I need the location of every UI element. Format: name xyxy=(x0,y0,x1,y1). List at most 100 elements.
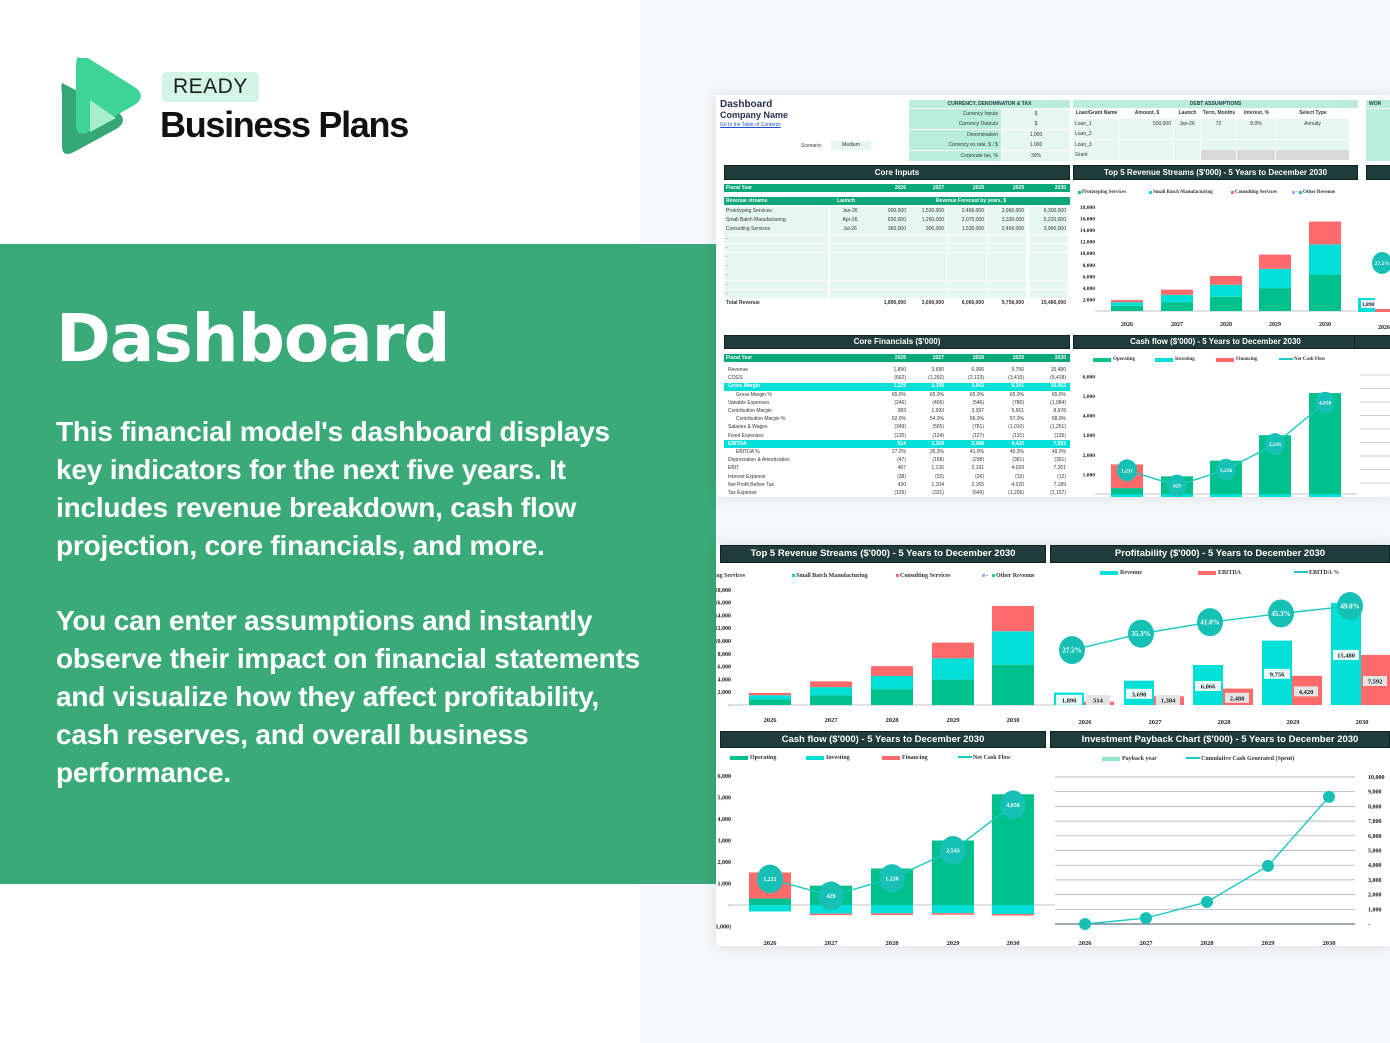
revenue-stream-launch[interactable] xyxy=(830,243,870,253)
revenue-stream-launch[interactable] xyxy=(830,253,870,262)
revenue-stream-name[interactable]: - xyxy=(724,289,828,299)
revenue-forecast-cell[interactable] xyxy=(869,271,908,280)
revenue-stream-name[interactable]: - xyxy=(724,234,828,244)
revenue-forecast-cell[interactable]: 3,330,000 xyxy=(987,216,1026,225)
revenue-forecast-cell[interactable] xyxy=(1029,243,1068,253)
revenue-forecast-cell[interactable]: 3,960,000 xyxy=(1029,225,1068,234)
revenue-forecast-cell[interactable] xyxy=(987,243,1026,253)
revenue-forecast-cell[interactable]: 630,000 xyxy=(869,216,908,225)
debt-cell[interactable]: 8.0% xyxy=(1237,119,1275,129)
revenue-forecast-cell[interactable] xyxy=(947,243,986,253)
revenue-forecast-cell[interactable] xyxy=(947,253,986,262)
revenue-forecast-cell[interactable]: 900,000 xyxy=(907,225,946,234)
debt-cell[interactable] xyxy=(1276,129,1349,140)
revenue-stream-name[interactable]: - xyxy=(724,253,828,262)
revenue-forecast-cell[interactable]: 900,000 xyxy=(869,207,908,216)
revenue-forecast-cell[interactable] xyxy=(987,262,1026,271)
debt-cell[interactable]: Annuity xyxy=(1276,119,1349,129)
revenue-forecast-cell[interactable] xyxy=(907,243,946,253)
scenario-select[interactable]: Medium xyxy=(831,141,871,150)
revenue-forecast-cell[interactable] xyxy=(869,289,908,299)
currency-row-value[interactable]: 1,000 xyxy=(1002,129,1070,140)
revenue-forecast-cell[interactable] xyxy=(907,271,946,280)
revenue-stream-name[interactable]: Prototyping Services xyxy=(724,207,828,216)
revenue-forecast-cell[interactable]: 1,530,000 xyxy=(907,207,946,216)
revenue-forecast-cell[interactable] xyxy=(907,280,946,290)
debt-cell[interactable] xyxy=(1201,129,1236,140)
revenue-forecast-cell[interactable]: 2,466,000 xyxy=(987,225,1026,234)
revenue-forecast-cell[interactable] xyxy=(907,262,946,271)
debt-cell[interactable] xyxy=(1237,150,1275,161)
revenue-stream-name[interactable]: Small Batch Manufacturing xyxy=(724,216,828,225)
debt-cell[interactable] xyxy=(1120,129,1173,140)
revenue-forecast-cell[interactable] xyxy=(869,262,908,271)
debt-cell[interactable] xyxy=(1276,139,1349,150)
x-tick-label: 2027 xyxy=(825,717,839,724)
debt-cell[interactable]: Jan-26 xyxy=(1174,119,1200,129)
revenue-stream-launch[interactable] xyxy=(830,234,870,244)
debt-cell[interactable] xyxy=(1174,150,1200,161)
debt-cell[interactable] xyxy=(1120,150,1173,161)
revenue-stream-launch[interactable]: Jul-26 xyxy=(830,225,870,234)
revenue-forecast-cell[interactable] xyxy=(987,280,1026,290)
revenue-forecast-cell[interactable]: 360,000 xyxy=(869,225,908,234)
debt-cell[interactable] xyxy=(1201,139,1236,150)
debt-cell[interactable] xyxy=(1237,139,1275,150)
revenue-forecast-cell[interactable] xyxy=(947,262,986,271)
revenue-stream-launch[interactable] xyxy=(830,280,870,290)
revenue-forecast-cell[interactable] xyxy=(907,234,946,244)
revenue-forecast-cell[interactable]: 5,220,000 xyxy=(1029,216,1068,225)
revenue-forecast-cell[interactable] xyxy=(987,234,1026,244)
debt-cell[interactable] xyxy=(1174,139,1200,150)
revenue-forecast-cell[interactable] xyxy=(1029,253,1068,262)
revenue-forecast-cell[interactable] xyxy=(947,289,986,299)
revenue-forecast-cell[interactable] xyxy=(947,271,986,280)
revenue-forecast-cell[interactable] xyxy=(1029,262,1068,271)
revenue-forecast-cell[interactable]: 2,070,000 xyxy=(947,216,986,225)
revenue-forecast-cell[interactable]: 6,300,000 xyxy=(1029,207,1068,216)
revenue-forecast-cell[interactable] xyxy=(987,271,1026,280)
debt-cell[interactable] xyxy=(1276,150,1349,161)
revenue-forecast-cell[interactable] xyxy=(869,234,908,244)
revenue-forecast-cell[interactable] xyxy=(1029,234,1068,244)
revenue-stream-name[interactable]: - xyxy=(724,280,828,290)
debt-cell[interactable] xyxy=(1120,139,1173,150)
legend-label: Investing xyxy=(826,755,850,761)
revenue-forecast-cell[interactable] xyxy=(907,289,946,299)
revenue-stream-name[interactable]: - xyxy=(724,262,828,271)
revenue-stream-name[interactable]: - xyxy=(724,243,828,253)
revenue-forecast-cell[interactable]: 3,960,000 xyxy=(987,207,1026,216)
revenue-stream-launch[interactable] xyxy=(830,289,870,299)
revenue-forecast-cell[interactable] xyxy=(869,280,908,290)
revenue-forecast-cell[interactable]: 1,260,000 xyxy=(907,216,946,225)
revenue-forecast-cell[interactable] xyxy=(987,253,1026,262)
currency-row-value[interactable]: 30% xyxy=(1002,150,1070,161)
debt-cell[interactable] xyxy=(1174,129,1200,140)
currency-row-value[interactable]: $ xyxy=(1002,109,1070,119)
revenue-stream-launch[interactable]: Jan-26 xyxy=(830,207,870,216)
revenue-forecast-cell[interactable] xyxy=(1029,271,1068,280)
currency-row-value[interactable]: $ xyxy=(1002,119,1070,130)
currency-row-value[interactable]: 1.000 xyxy=(1002,140,1070,151)
revenue-forecast-cell[interactable] xyxy=(869,253,908,262)
debt-cell[interactable] xyxy=(1201,150,1236,161)
revenue-forecast-cell[interactable]: 2,466,000 xyxy=(947,207,986,216)
debt-cell[interactable]: 500,000 xyxy=(1120,119,1173,129)
revenue-stream-name[interactable]: - xyxy=(724,271,828,280)
debt-cell[interactable]: 72 xyxy=(1201,119,1236,129)
toc-link[interactable]: Go to the Table of Contents xyxy=(720,122,781,128)
revenue-forecast-cell[interactable] xyxy=(987,289,1026,299)
revenue-forecast-cell[interactable] xyxy=(947,280,986,290)
revenue-forecast-cell[interactable]: 1,530,000 xyxy=(947,225,986,234)
revenue-forecast-cell[interactable] xyxy=(869,243,908,253)
revenue-forecast-cell[interactable] xyxy=(1029,280,1068,290)
revenue-forecast-cell[interactable] xyxy=(907,253,946,262)
revenue-forecast-cell[interactable] xyxy=(947,234,986,244)
revenue-stream-name[interactable]: Consulting Services xyxy=(724,225,828,234)
revenue-stream-launch[interactable] xyxy=(830,262,870,271)
revenue-forecast-cell[interactable] xyxy=(1029,289,1068,299)
revenue-stream-launch[interactable]: Apr-26 xyxy=(830,216,870,225)
bar-segment xyxy=(1210,494,1242,497)
revenue-stream-launch[interactable] xyxy=(830,271,870,280)
debt-cell[interactable] xyxy=(1237,129,1275,140)
